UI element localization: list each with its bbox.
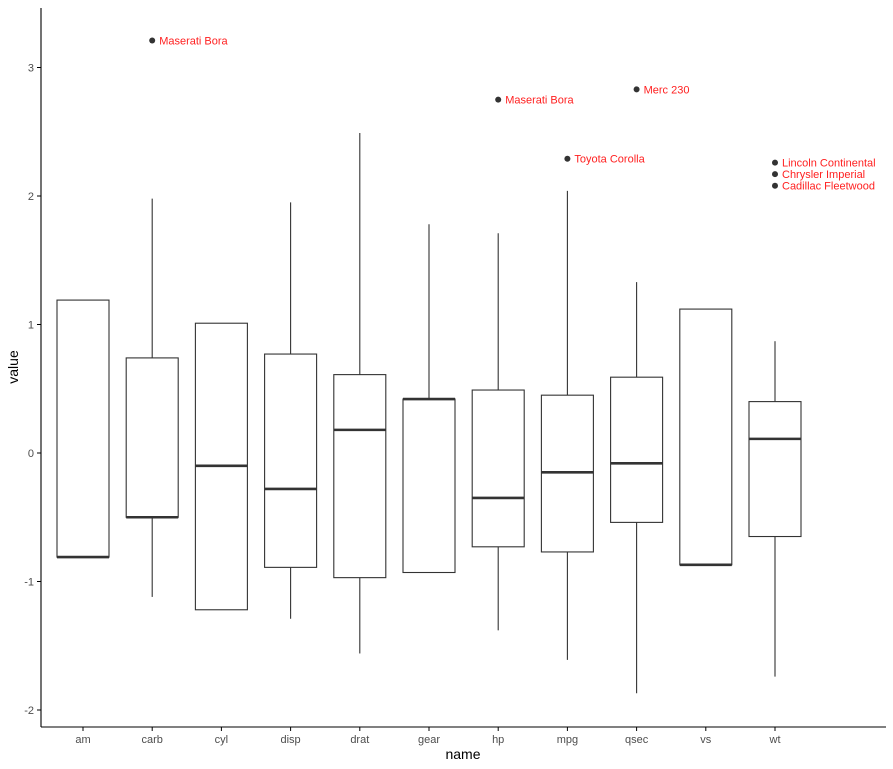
outlier-label: Toyota Corolla	[574, 154, 645, 166]
box-disp	[264, 202, 318, 619]
y-tick-label: -1	[24, 577, 34, 589]
x-tick-label: mpg	[557, 734, 578, 746]
x-tick-label: vs	[700, 734, 712, 746]
y-axis-title: value	[5, 350, 21, 384]
y-tick-label: 3	[28, 63, 34, 75]
box-cyl	[194, 322, 248, 611]
box-body	[402, 398, 456, 574]
x-tick-label: am	[75, 734, 90, 746]
box-gear	[402, 224, 456, 574]
outlier-point	[495, 96, 502, 103]
outlier-point	[564, 155, 571, 162]
y-tick-label: 1	[28, 320, 34, 332]
x-tick-label: carb	[141, 734, 162, 746]
outlier-label: Lincoln Continental	[782, 158, 876, 170]
box-carb	[125, 198, 179, 597]
box-body	[264, 353, 318, 568]
outlier-label: Chrysler Imperial	[782, 169, 865, 181]
box-mpg	[540, 190, 594, 660]
x-tick-label: qsec	[625, 734, 649, 746]
box-body	[748, 401, 802, 538]
x-axis: am carb cyl disp drat gear hp mpg qsec vs wt	[41, 726, 886, 746]
box-vs	[679, 308, 733, 567]
outliers: Maserati Bora Maserati Bora Toyota Corolla…	[149, 36, 876, 193]
box-hp	[471, 233, 525, 631]
outlier-label: Merc 230	[644, 84, 690, 96]
x-tick-label: wt	[769, 734, 781, 746]
x-tick-label: cyl	[215, 734, 228, 746]
outlier-point	[633, 86, 640, 93]
y-tick-label: 0	[28, 448, 34, 460]
box-wt	[748, 341, 802, 677]
x-axis-title: name	[445, 746, 480, 762]
x-tick-label: hp	[492, 734, 504, 746]
outlier-point	[772, 159, 778, 166]
boxes	[56, 133, 802, 694]
box-body	[56, 299, 110, 558]
outlier-label: Maserati Bora	[505, 95, 574, 107]
outlier-point	[772, 171, 778, 178]
outlier-label: Cadillac Fleetwood	[782, 181, 875, 193]
box-qsec	[610, 282, 664, 694]
outlier-point	[772, 182, 778, 189]
x-tick-label: drat	[350, 734, 369, 746]
box-am	[56, 299, 110, 559]
box-body	[610, 376, 664, 523]
x-tick-label: gear	[418, 734, 440, 746]
y-axis: -2 -1 0 1 2 3	[24, 8, 42, 727]
box-body	[679, 308, 733, 566]
x-tick-label: disp	[281, 734, 301, 746]
outlier-label: Maserati Bora	[159, 36, 228, 48]
y-tick-label: -2	[24, 705, 34, 717]
box-body	[333, 374, 387, 579]
y-tick-label: 2	[28, 191, 34, 203]
box-drat	[333, 133, 387, 654]
outlier-point	[149, 37, 156, 44]
box-body	[125, 357, 179, 518]
box-body	[471, 389, 525, 548]
